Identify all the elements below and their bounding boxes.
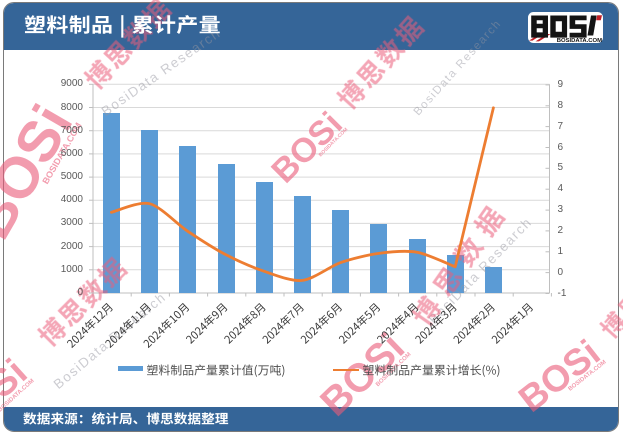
svg-text:BOSIDATA.COM: BOSIDATA.COM <box>557 37 602 42</box>
